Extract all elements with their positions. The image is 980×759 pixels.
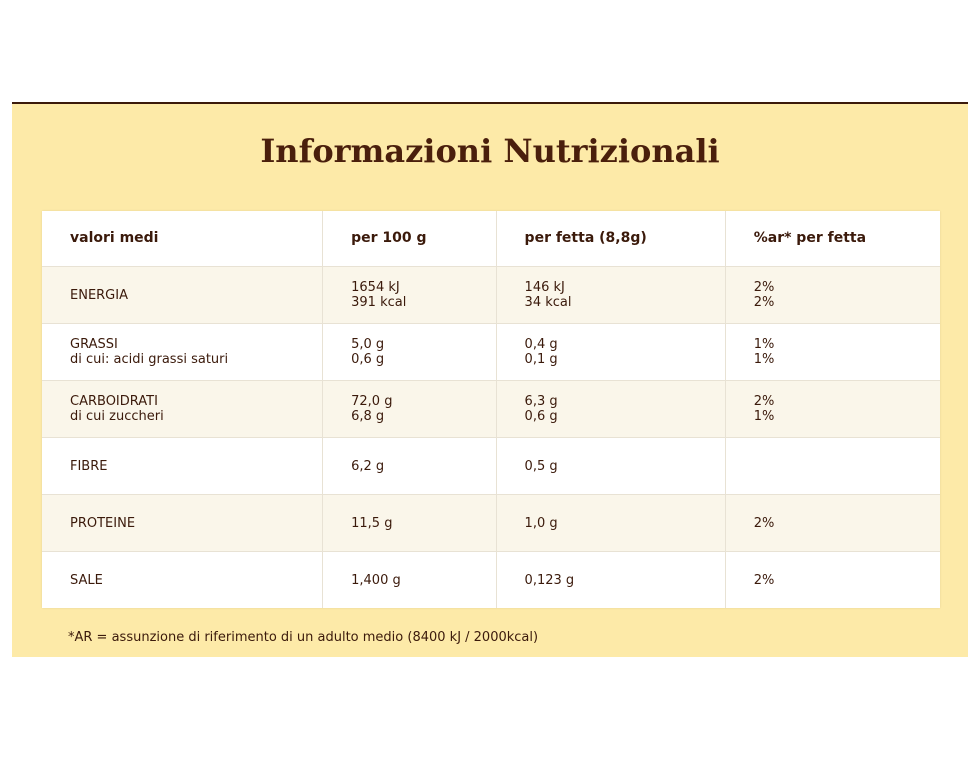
cell-line: 6,3 g — [524, 394, 558, 409]
cell-line: 2% — [753, 394, 775, 409]
table-cell: 2% — [724, 494, 940, 552]
cell-line: 1% — [753, 337, 775, 352]
cell-line: 2% — [753, 515, 775, 531]
cell-line: 1% — [753, 352, 775, 367]
cell-line: 146 kJ — [524, 280, 565, 295]
cell-line: 1,0 g — [524, 515, 558, 531]
cell-line: di cui zuccheri — [70, 409, 164, 424]
table-row: SALE 1,400 g 0,123 g 2% — [42, 551, 940, 608]
table-cell: 146 kJ 34 kcal — [495, 266, 726, 324]
table-row: GRASSI di cui: acidi grassi saturi 5,0 g 0,… — [42, 323, 940, 381]
table-row: FIBRE 6,2 g 0,5 g — [42, 437, 940, 495]
cell-line: 2% — [753, 280, 775, 295]
cell-line: 1654 kJ — [351, 280, 400, 295]
cell-line: di cui: acidi grassi saturi — [70, 352, 229, 367]
cell-line: 6,2 g — [351, 458, 385, 474]
table-cell: 6,2 g — [322, 437, 497, 495]
table-cell: 1,400 g — [322, 551, 497, 608]
cell-line: PROTEINE — [70, 515, 136, 531]
cell-line: 72,0 g — [351, 394, 393, 409]
cell-line: 1,400 g — [351, 572, 401, 588]
table-cell: FIBRE — [42, 437, 323, 495]
table-cell: 1,0 g — [495, 494, 726, 552]
nutrition-panel: Informazioni Nutrizionali valori medi per… — [12, 102, 968, 657]
cell-line: 5,0 g — [351, 337, 385, 352]
cell-line: 2% — [753, 295, 775, 310]
table-cell: 2% 1% — [724, 380, 940, 438]
cell-line: 391 kcal — [351, 295, 407, 310]
table-cell: 72,0 g 6,8 g — [322, 380, 497, 438]
table-cell: ENERGIA — [42, 266, 323, 324]
table-cell: 6,3 g 0,6 g — [495, 380, 726, 438]
cell-line: ENERGIA — [70, 287, 128, 303]
cell-line: 0,1 g — [524, 352, 558, 367]
nutrition-table: valori medi per 100 g per fetta (8,8g) %ar*… — [42, 211, 940, 608]
header-cell: valori medi — [70, 230, 159, 246]
table-cell: 0,5 g — [495, 437, 726, 495]
title: Informazioni Nutrizionali — [260, 132, 720, 170]
header-cell: per fetta (8,8g) — [495, 211, 726, 267]
table-cell: 11,5 g — [322, 494, 497, 552]
cell-line: 1% — [753, 409, 775, 424]
table-row: ENERGIA 1654 kJ 391 kcal 146 kJ 34 kcal 2% 2% — [42, 266, 940, 324]
footnote: *AR = assunzione di riferimento di un ad… — [68, 630, 539, 645]
cell-line: 0,4 g — [524, 337, 558, 352]
table-cell: 5,0 g 0,6 g — [322, 323, 497, 381]
table-body: ENERGIA 1654 kJ 391 kcal 146 kJ 34 kcal 2% 2% G… — [42, 266, 940, 608]
table-row: PROTEINE 11,5 g 1,0 g 2% — [42, 494, 940, 552]
table-cell: 2% 2% — [724, 266, 940, 324]
header-cell: per 100 g — [322, 211, 497, 267]
table-cell: 0,123 g — [495, 551, 726, 608]
header-row: valori medi per 100 g per fetta (8,8g) %ar*… — [42, 211, 940, 267]
cell-line: 0,6 g — [351, 352, 385, 367]
cell-line: 0,5 g — [524, 458, 558, 474]
cell-line: CARBOIDRATI — [70, 394, 158, 409]
cell-line: GRASSI — [70, 337, 118, 352]
cell-line: SALE — [70, 572, 103, 588]
cell-line: 0,123 g — [524, 572, 575, 588]
cell-line: 6,8 g — [351, 409, 385, 424]
cell-line: FIBRE — [70, 458, 108, 474]
cell-line: 2% — [753, 572, 775, 588]
table-cell: SALE — [42, 551, 323, 608]
table-cell: 1% 1% — [724, 323, 940, 381]
cell-line: 11,5 g — [351, 515, 393, 531]
table-cell — [724, 437, 940, 495]
cell-line: 34 kcal — [524, 295, 572, 310]
table-cell: CARBOIDRATI di cui zuccheri — [42, 380, 323, 438]
table-cell: GRASSI di cui: acidi grassi saturi — [42, 323, 323, 381]
table-cell: PROTEINE — [42, 494, 323, 552]
table-cell: 1654 kJ 391 kcal — [322, 266, 497, 324]
cell-line: 0,6 g — [524, 409, 558, 424]
header-cell: %ar* per fetta — [724, 211, 940, 267]
table-row: CARBOIDRATI di cui zuccheri 72,0 g 6,8 g 6,3… — [42, 380, 940, 438]
table-cell: 0,4 g 0,1 g — [495, 323, 726, 381]
table-cell: 2% — [724, 551, 940, 608]
